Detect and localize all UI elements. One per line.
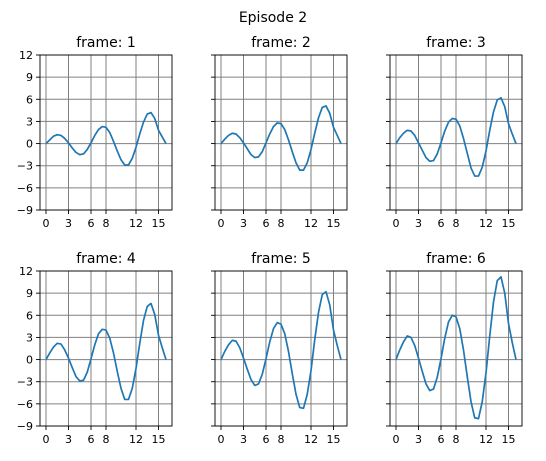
panel-title: frame: 3 (426, 35, 486, 51)
x-tick-label: 6 (438, 217, 445, 230)
x-tick-label: 8 (103, 217, 110, 230)
x-tick-label: 8 (453, 217, 460, 230)
x-tick-label: 8 (103, 433, 110, 446)
x-tick-label: 0 (218, 433, 225, 446)
panel-5: frame: 5 0 3 6 8 12 15 (211, 251, 348, 446)
x-tick-label: 12 (129, 217, 143, 230)
x-tick-label: 15 (152, 433, 166, 446)
axes-frame (39, 54, 173, 211)
panel-title: frame: 6 (426, 251, 486, 267)
axes-frame (214, 270, 348, 427)
y-tick-label: 12 (19, 265, 33, 278)
x-tick-label: 6 (263, 217, 270, 230)
y-tick-label: 12 (19, 49, 33, 62)
x-tick-label: 3 (65, 433, 72, 446)
series-line (220, 105, 342, 171)
y-tick-label: −6 (17, 182, 33, 195)
y-tick-label: 0 (26, 138, 33, 151)
x-tick-label: 12 (129, 433, 143, 446)
x-tick-label: 12 (304, 433, 318, 446)
y-tick-label: −9 (17, 420, 33, 433)
y-tick-label: 3 (26, 115, 33, 128)
x-tick-label: 0 (43, 433, 50, 446)
y-tick-label: −3 (17, 160, 33, 173)
x-tick-label: 6 (438, 433, 445, 446)
panel-title: frame: 2 (251, 35, 311, 51)
x-tick-label: 12 (479, 433, 493, 446)
x-tick-label: 3 (415, 433, 422, 446)
figure-title: Episode 2 (239, 10, 307, 26)
x-tick-label: 3 (415, 217, 422, 230)
panel-title: frame: 4 (76, 251, 136, 267)
series-line (395, 276, 517, 420)
x-tick-label: 8 (278, 217, 285, 230)
axes-frame (39, 270, 173, 427)
x-tick-label: 15 (502, 217, 516, 230)
y-tick-label: −3 (17, 376, 33, 389)
axes-frame (389, 54, 523, 211)
x-tick-label: 6 (263, 433, 270, 446)
x-tick-label: 0 (218, 217, 225, 230)
series-line (45, 302, 167, 401)
axes-frame (214, 54, 348, 211)
axes-frame (389, 270, 523, 427)
x-tick-label: 15 (502, 433, 516, 446)
panel-6: frame: 6 0 3 6 8 12 15 (386, 251, 523, 446)
panel-3: frame: 3 0 3 6 8 12 15 (386, 35, 523, 230)
y-tick-label: −6 (17, 398, 33, 411)
x-tick-label: 0 (393, 217, 400, 230)
x-tick-label: 6 (88, 217, 95, 230)
y-tick-label: 3 (26, 331, 33, 344)
y-tick-label: 9 (26, 287, 33, 300)
series-line (45, 111, 167, 166)
x-tick-label: 3 (65, 217, 72, 230)
x-tick-label: 15 (327, 217, 341, 230)
x-tick-label: 15 (327, 433, 341, 446)
y-tick-label: 6 (26, 93, 33, 106)
x-tick-label: 12 (479, 217, 493, 230)
x-tick-label: 12 (304, 217, 318, 230)
x-tick-label: 8 (278, 433, 285, 446)
y-tick-label: 0 (26, 354, 33, 367)
y-tick-label: 9 (26, 71, 33, 84)
y-tick-label: 6 (26, 309, 33, 322)
x-tick-label: 3 (240, 433, 247, 446)
panel-title: frame: 5 (251, 251, 311, 267)
y-tick-label: −9 (17, 204, 33, 217)
x-tick-label: 8 (453, 433, 460, 446)
x-tick-label: 3 (240, 217, 247, 230)
panel-2: frame: 2 0 3 6 8 12 15 (211, 35, 348, 230)
series-line (220, 290, 342, 410)
x-tick-label: 15 (152, 217, 166, 230)
x-tick-label: 6 (88, 433, 95, 446)
x-tick-label: 0 (43, 217, 50, 230)
panel-title: frame: 1 (76, 35, 136, 51)
series-line (395, 96, 517, 177)
x-tick-label: 0 (393, 433, 400, 446)
